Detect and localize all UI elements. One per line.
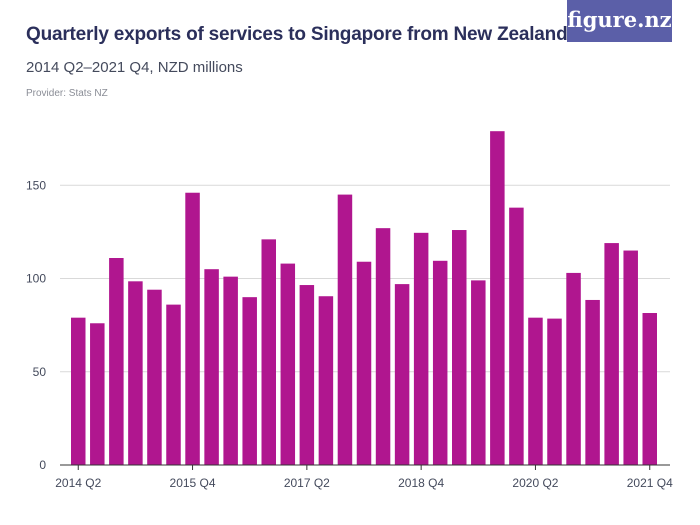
bar xyxy=(566,272,581,465)
chart-title: Quarterly exports of services to Singapo… xyxy=(26,24,568,45)
y-tick-label: 100 xyxy=(26,272,46,286)
bar xyxy=(509,207,524,465)
bar xyxy=(128,281,143,465)
bar xyxy=(280,263,296,465)
x-tick-label: 2020 Q2 xyxy=(512,476,558,490)
bar xyxy=(166,304,181,465)
bars xyxy=(71,131,657,465)
bar xyxy=(623,250,638,465)
bar xyxy=(642,313,657,465)
bar xyxy=(375,228,391,465)
bar xyxy=(585,299,600,465)
provider-credit: Provider: Stats NZ xyxy=(26,88,108,99)
y-tick-label: 0 xyxy=(39,458,46,472)
bar xyxy=(547,318,562,465)
x-tick-label: 2021 Q4 xyxy=(627,476,673,490)
y-tick-label: 50 xyxy=(33,365,47,379)
y-tick-label: 150 xyxy=(26,178,46,192)
bar xyxy=(223,276,238,465)
bar xyxy=(71,317,86,465)
x-tick-label: 2015 Q4 xyxy=(170,476,216,490)
chart-subtitle: 2014 Q2–2021 Q4, NZD millions xyxy=(26,59,243,76)
bar xyxy=(90,323,105,465)
x-tick-label: 2017 Q2 xyxy=(284,476,330,490)
bar xyxy=(185,192,200,465)
bar xyxy=(394,284,410,465)
x-tick-label: 2014 Q2 xyxy=(55,476,101,490)
bar xyxy=(147,289,162,465)
bar xyxy=(261,239,276,465)
bar xyxy=(604,243,619,465)
x-tick-label: 2018 Q4 xyxy=(398,476,444,490)
figure-nz-logo[interactable]: figure.nz xyxy=(567,0,672,42)
bar xyxy=(528,317,543,465)
bar xyxy=(432,260,448,465)
bar xyxy=(109,258,124,465)
axes: 0 50 100 150 2014 Q2 2015 Q4 2017 Q2 2018 Q4 202… xyxy=(26,178,673,490)
bar xyxy=(318,296,334,465)
bar xyxy=(490,131,505,465)
bar xyxy=(413,232,429,465)
bar xyxy=(242,297,257,465)
bar xyxy=(337,194,353,465)
bar xyxy=(299,285,315,465)
bar xyxy=(204,269,219,465)
bar xyxy=(452,230,467,465)
bar xyxy=(471,280,486,465)
bar xyxy=(356,261,372,465)
